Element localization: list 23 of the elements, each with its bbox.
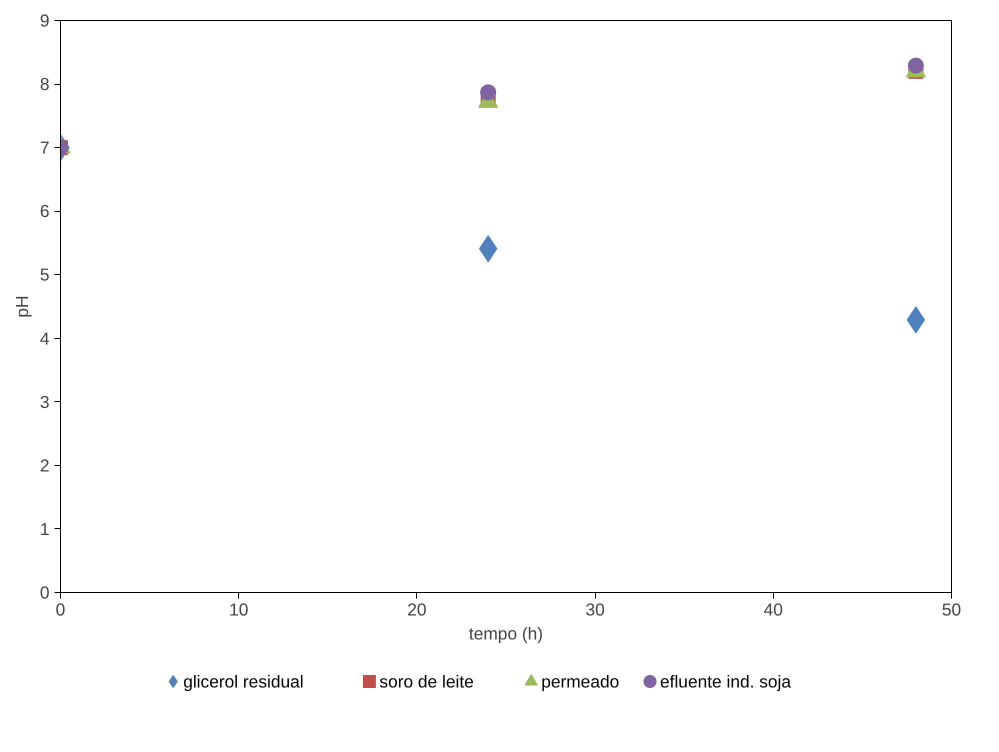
x-tick-label: 50 [942,600,962,620]
x-tick-label: 30 [585,600,605,620]
y-tick-label: 7 [40,138,50,158]
y-tick-label: 6 [40,201,50,222]
y-tick-label: 4 [40,328,50,348]
y-axis-title: pH [12,295,32,318]
x-tick-label: 0 [56,600,66,620]
y-tick-label: 3 [40,392,50,412]
y-tick-label: 0 [40,582,50,602]
y-tick-label: 8 [40,74,50,94]
y-tick-label: 9 [40,10,50,30]
legend-label: efluente ind. soja [660,672,792,692]
y-tick-label: 1 [40,518,50,539]
legend-label: permeado [541,672,620,692]
legend-label: soro de leite [379,672,474,692]
x-tick-label: 40 [764,600,783,620]
x-tick-label: 20 [407,600,427,620]
legend-label: glicerol residual [183,672,304,692]
y-tick-label: 5 [40,264,50,285]
x-tick-label: 10 [229,600,248,620]
x-axis-title: tempo (h) [468,624,544,644]
point [908,58,924,74]
y-tick-label: 2 [40,455,50,476]
